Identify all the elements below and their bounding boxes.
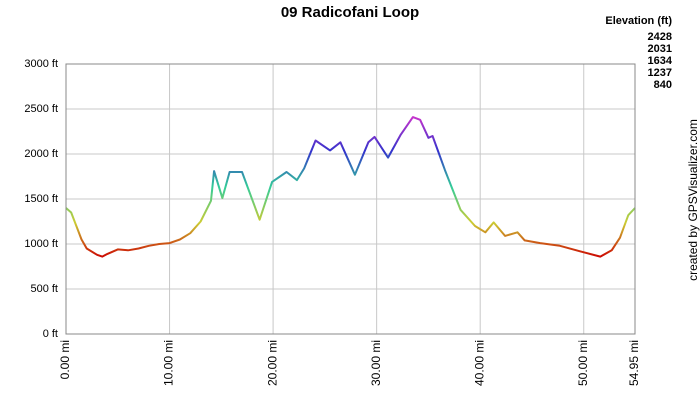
x-tick-label: 54.95 mi: [627, 340, 641, 386]
x-tick-label: 50.00 mi: [576, 340, 590, 386]
legend-entry: 840: [654, 79, 672, 91]
legend-title: Elevation (ft): [605, 15, 672, 27]
y-tick-label: 500 ft: [30, 283, 58, 295]
credit: created by GPSVisualizer.com: [686, 119, 700, 281]
legend-entry: 2428: [648, 31, 672, 43]
x-tick-label: 0.00 mi: [58, 340, 72, 379]
legend-entry: 2031: [648, 43, 672, 55]
plot-border: [65, 63, 636, 335]
elevation-line: [65, 116, 636, 258]
y-tick-label: 1500 ft: [24, 193, 58, 205]
x-tick-label: 10.00 mi: [162, 340, 176, 386]
x-tick-label: 30.00 mi: [369, 340, 383, 386]
y-tick-label: 2500 ft: [24, 103, 58, 115]
legend-entry: 1237: [648, 67, 672, 79]
y-tick-label: 2000 ft: [24, 148, 58, 160]
legend-entry: 1634: [648, 55, 673, 67]
x-tick-label: 40.00 mi: [472, 340, 486, 386]
y-tick-label: 1000 ft: [24, 238, 58, 250]
chart-title: 09 Radicofani Loop: [281, 4, 419, 21]
y-tick-label: 0 ft: [43, 328, 58, 340]
x-tick-label: 20.00 mi: [265, 340, 279, 386]
y-tick-label: 3000 ft: [24, 58, 58, 70]
